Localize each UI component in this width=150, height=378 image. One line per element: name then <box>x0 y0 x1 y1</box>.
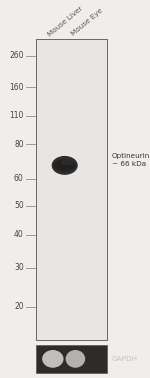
Text: 50: 50 <box>14 201 24 211</box>
FancyBboxPatch shape <box>36 345 107 373</box>
Text: 80: 80 <box>14 140 24 149</box>
Ellipse shape <box>66 350 85 368</box>
Text: 260: 260 <box>9 51 24 60</box>
Text: 110: 110 <box>9 111 24 120</box>
Ellipse shape <box>61 160 74 166</box>
FancyBboxPatch shape <box>36 39 107 340</box>
Text: 20: 20 <box>14 302 24 311</box>
Text: 30: 30 <box>14 263 24 272</box>
Ellipse shape <box>42 350 63 368</box>
Text: GAPDH: GAPDH <box>112 356 138 362</box>
Ellipse shape <box>54 159 76 172</box>
Text: Mouse Eye: Mouse Eye <box>70 8 104 37</box>
Text: 160: 160 <box>9 83 24 92</box>
Ellipse shape <box>57 162 70 169</box>
Text: Optineurin
~ 66 kDa: Optineurin ~ 66 kDa <box>112 153 150 167</box>
Text: 60: 60 <box>14 174 24 183</box>
Text: 40: 40 <box>14 230 24 239</box>
Ellipse shape <box>52 156 78 175</box>
Text: Mouse Liver: Mouse Liver <box>47 5 84 37</box>
